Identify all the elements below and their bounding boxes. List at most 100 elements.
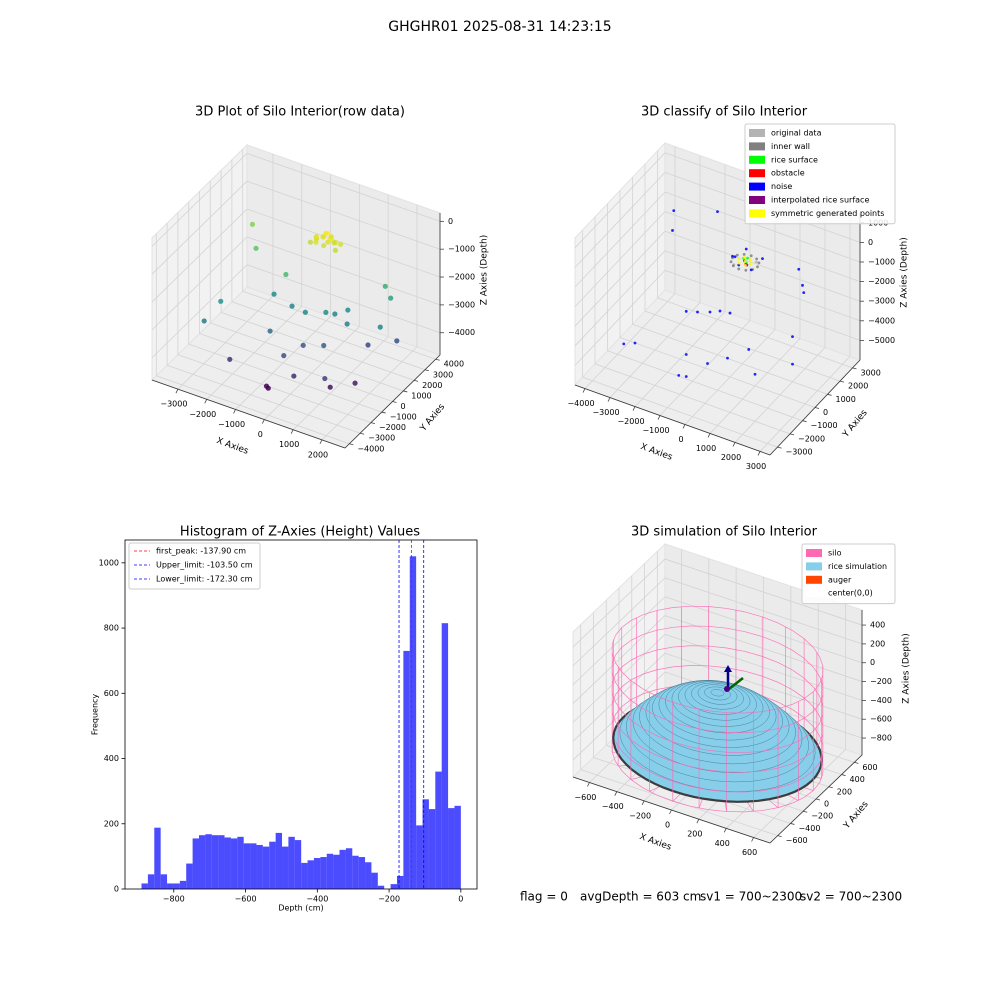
- x-axis: [574, 384, 771, 456]
- point: [227, 356, 233, 362]
- legend-label: center(0,0): [828, 589, 873, 598]
- z-tick-label: −5000: [868, 336, 895, 345]
- point: [302, 309, 308, 315]
- point: [321, 242, 327, 249]
- point: [265, 385, 271, 391]
- silo-wire: [611, 635, 616, 645]
- x-tick-label: 0: [258, 430, 263, 439]
- x-tick-label: −3000: [592, 408, 619, 417]
- y-tick-label: −4000: [357, 444, 384, 453]
- bar: [275, 832, 283, 889]
- point: [633, 341, 637, 345]
- legend-patch: [749, 129, 765, 137]
- silo-wire: [708, 749, 727, 753]
- point: [744, 268, 748, 272]
- tick-mark: [607, 397, 611, 402]
- point: [718, 309, 722, 313]
- y-tick-label: 400: [850, 775, 865, 784]
- silo-wire: [690, 706, 709, 712]
- bar: [186, 863, 193, 889]
- y-tick-label: 1000: [836, 395, 856, 404]
- silo-wire: [656, 666, 673, 671]
- silo-wire: [615, 761, 622, 771]
- point: [749, 268, 753, 272]
- grid-line: [607, 350, 803, 422]
- bar: [147, 874, 155, 889]
- tick-mark: [839, 380, 845, 383]
- silo-wire: [672, 721, 691, 728]
- tick-mark: [815, 798, 821, 801]
- legend-patch: [806, 589, 822, 598]
- silo-wire: [630, 700, 643, 709]
- silo-wire: [803, 638, 814, 648]
- grid-line: [151, 264, 248, 359]
- silo-wire: [762, 767, 779, 772]
- tick-mark: [757, 451, 761, 456]
- x-tick-label: 1000: [696, 444, 716, 453]
- legend-patch: [806, 575, 822, 584]
- bar: [352, 855, 359, 889]
- silo-wire: [621, 750, 632, 760]
- point: [332, 247, 339, 253]
- x-tick-label: −400: [306, 895, 328, 904]
- z-tick-label: 0: [870, 658, 875, 667]
- point: [735, 253, 739, 257]
- y-axis: [769, 754, 863, 844]
- tick-mark: [233, 409, 236, 414]
- silo-wire: [813, 686, 820, 697]
- x-tick-label: 600: [742, 848, 757, 857]
- point: [737, 257, 741, 261]
- tick-mark: [435, 358, 440, 361]
- y-tick-label: 0: [401, 402, 406, 411]
- x-tick-label: 200: [687, 830, 702, 839]
- silo-wire: [708, 730, 727, 733]
- point: [283, 271, 289, 278]
- bar: [358, 857, 366, 889]
- silo-wire: [744, 651, 763, 657]
- bar: [288, 836, 295, 889]
- silo-wire: [819, 755, 824, 765]
- grid-line: [644, 310, 841, 382]
- silo-wire: [708, 710, 727, 714]
- bar: [365, 862, 372, 889]
- silo-wire: [642, 669, 658, 675]
- bar: [173, 883, 180, 889]
- y-axis-label: Frequency: [91, 694, 100, 736]
- grid-line: [572, 558, 666, 648]
- point: [249, 221, 256, 227]
- silo-wire: [803, 677, 814, 688]
- point: [332, 311, 338, 317]
- silo-wire: [812, 723, 820, 732]
- point: [622, 342, 626, 346]
- silo-wire: [615, 701, 622, 712]
- silo-wire: [672, 741, 691, 748]
- plot-frame: [124, 539, 478, 890]
- y-axis: [344, 354, 441, 449]
- y-tick-label: −600: [786, 836, 808, 845]
- x-tick-label: −4000: [567, 399, 594, 408]
- tick-mark: [392, 401, 397, 403]
- y-tick-label: 400: [104, 754, 119, 763]
- bar: [333, 854, 340, 889]
- grid-line: [664, 577, 863, 645]
- silo-wire: [630, 759, 643, 769]
- grid-line: [664, 230, 861, 302]
- x-axis-label: X Axies: [639, 442, 674, 463]
- rice-surface: [710, 689, 725, 697]
- point: [791, 362, 794, 366]
- auger-arrows: [724, 665, 744, 692]
- point: [328, 234, 334, 240]
- y-tick-label: −2000: [379, 423, 406, 432]
- y-tick-label: −1000: [390, 413, 417, 422]
- grid-line: [151, 153, 248, 247]
- silo-wire: [803, 658, 814, 668]
- tick-mark: [723, 828, 727, 833]
- status-text: avgDepth = 603 cm: [580, 890, 701, 904]
- silo-wire: [656, 715, 673, 723]
- legend-label: Upper_limit: -103.50 cm: [156, 561, 253, 570]
- point: [684, 375, 688, 378]
- silo-wire: [762, 616, 779, 624]
- tick-mark: [696, 818, 700, 824]
- z-tick-label: −4000: [868, 316, 895, 325]
- silo-wire: [615, 627, 623, 636]
